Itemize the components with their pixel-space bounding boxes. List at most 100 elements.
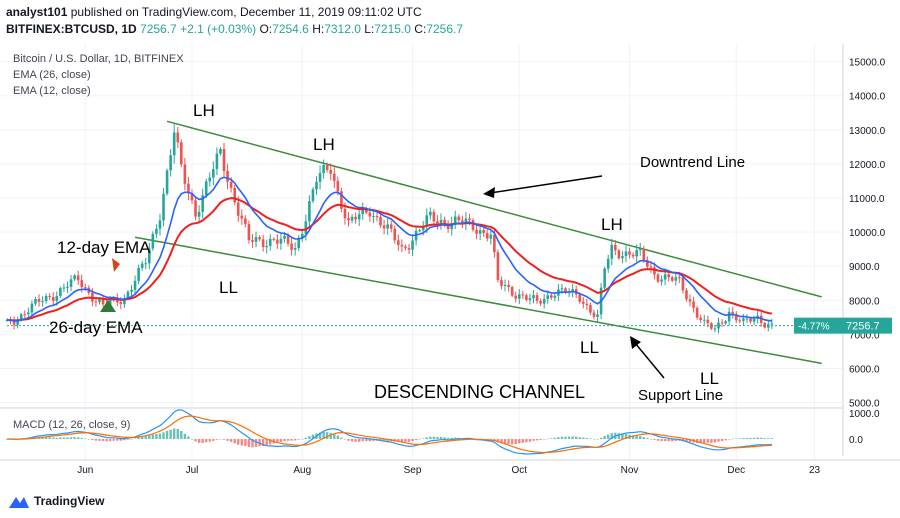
candle[interactable]: [325, 162, 329, 173]
candle[interactable]: [73, 273, 76, 281]
candle[interactable]: [194, 196, 197, 221]
candle[interactable]: [247, 220, 251, 244]
candle[interactable]: [450, 216, 453, 236]
candle[interactable]: [685, 287, 688, 302]
candle[interactable]: [724, 319, 727, 325]
candle[interactable]: [190, 189, 194, 205]
candle[interactable]: [34, 296, 37, 306]
price-axis[interactable]: 5000.0 6000.0 7000.0 8000.0 9000.0 10000.0 110…: [842, 44, 900, 486]
candle[interactable]: [215, 147, 219, 176]
candle[interactable]: [695, 305, 699, 320]
candle[interactable]: [165, 168, 169, 196]
candle[interactable]: [322, 159, 325, 179]
candle[interactable]: [439, 213, 443, 230]
candle[interactable]: [692, 296, 695, 313]
candle[interactable]: [340, 187, 343, 213]
candle[interactable]: [137, 264, 140, 285]
candle[interactable]: [510, 285, 514, 298]
candle[interactable]: [610, 238, 614, 266]
candle[interactable]: [485, 230, 489, 242]
candle[interactable]: [329, 163, 333, 181]
candle[interactable]: [589, 302, 592, 316]
candle[interactable]: [457, 214, 461, 223]
candle[interactable]: [222, 142, 226, 178]
candle[interactable]: [670, 275, 674, 283]
candle[interactable]: [226, 163, 229, 190]
candle[interactable]: [350, 214, 354, 224]
candle[interactable]: [564, 287, 567, 295]
candle[interactable]: [382, 219, 386, 235]
candle[interactable]: [429, 207, 432, 220]
candle[interactable]: [66, 281, 69, 293]
candle[interactable]: [130, 285, 133, 297]
candle[interactable]: [265, 239, 268, 254]
candle[interactable]: [539, 298, 542, 307]
candle[interactable]: [731, 307, 735, 319]
candle[interactable]: [51, 292, 55, 306]
candle[interactable]: [379, 214, 382, 228]
candle[interactable]: [290, 237, 293, 256]
candle[interactable]: [628, 247, 631, 259]
candle[interactable]: [69, 275, 73, 292]
candle[interactable]: [308, 195, 311, 228]
candle[interactable]: [169, 149, 172, 177]
candle[interactable]: [603, 266, 606, 290]
candle[interactable]: [653, 262, 656, 280]
candle[interactable]: [332, 166, 336, 189]
candle[interactable]: [713, 325, 717, 333]
candle[interactable]: [158, 213, 162, 236]
candle[interactable]: [535, 292, 539, 304]
candle[interactable]: [596, 309, 599, 322]
candle[interactable]: [140, 260, 144, 271]
candle[interactable]: [244, 215, 247, 228]
candle[interactable]: [354, 212, 357, 224]
candle[interactable]: [503, 279, 507, 292]
candle[interactable]: [48, 293, 51, 301]
time-axis[interactable]: Jun Jul Aug Sep Oct Nov Dec 23: [0, 459, 900, 476]
candle[interactable]: [311, 187, 315, 204]
candle[interactable]: [268, 234, 272, 251]
candle[interactable]: [532, 290, 535, 304]
candle[interactable]: [646, 256, 649, 270]
candle[interactable]: [592, 309, 596, 320]
candle[interactable]: [372, 209, 375, 224]
candle[interactable]: [201, 188, 204, 219]
candle[interactable]: [464, 211, 468, 231]
candle[interactable]: [500, 276, 503, 290]
candle[interactable]: [204, 178, 208, 198]
candle[interactable]: [197, 205, 201, 224]
candle[interactable]: [76, 270, 80, 285]
candle[interactable]: [180, 139, 183, 168]
candle[interactable]: [717, 317, 720, 334]
candle[interactable]: [621, 251, 624, 264]
candle[interactable]: [635, 244, 638, 263]
candle[interactable]: [738, 317, 742, 324]
candle[interactable]: [293, 242, 297, 256]
candle[interactable]: [674, 272, 678, 286]
candle[interactable]: [397, 234, 400, 252]
candle[interactable]: [233, 184, 236, 206]
candle[interactable]: [525, 293, 528, 302]
tradingview-brand[interactable]: TradingView: [34, 494, 105, 508]
candle[interactable]: [12, 316, 16, 330]
candle[interactable]: [720, 319, 724, 327]
candle[interactable]: [475, 224, 478, 240]
candle[interactable]: [361, 202, 365, 220]
candle[interactable]: [656, 272, 660, 284]
candle[interactable]: [606, 254, 610, 273]
candle[interactable]: [549, 293, 553, 300]
candle[interactable]: [144, 257, 148, 270]
candle[interactable]: [446, 220, 450, 233]
candle[interactable]: [357, 207, 361, 227]
candle[interactable]: [514, 291, 518, 303]
candle[interactable]: [571, 283, 574, 298]
candle[interactable]: [276, 234, 279, 249]
candle[interactable]: [212, 161, 215, 186]
candle[interactable]: [187, 176, 190, 201]
candle[interactable]: [300, 230, 304, 242]
candle[interactable]: [727, 307, 731, 326]
candle[interactable]: [585, 298, 589, 310]
candle[interactable]: [155, 224, 158, 239]
candle[interactable]: [546, 290, 550, 304]
candle[interactable]: [258, 235, 261, 242]
